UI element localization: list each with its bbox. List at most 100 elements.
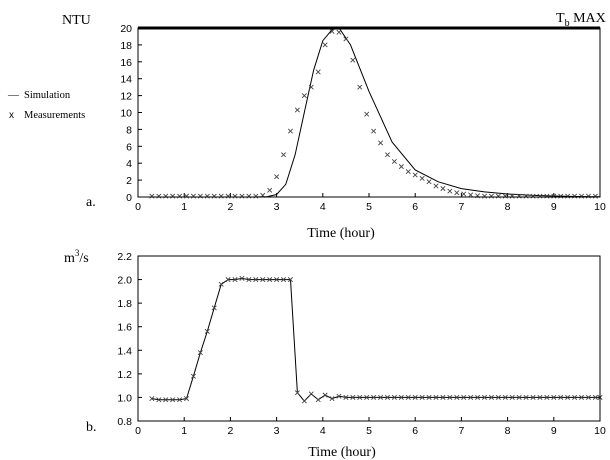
legend-simulation-symbol: — [7, 89, 20, 101]
panel-b-y-tick-label: 1.8 [117, 298, 132, 310]
panel-a-data-point [170, 193, 176, 199]
panel-b-data-point [225, 277, 231, 283]
panel-a-data-point [537, 193, 543, 199]
panel-a-data-point [378, 140, 384, 146]
panel-b-x-tick-label: 8 [505, 425, 511, 437]
panel-b-data-point [461, 394, 467, 400]
panel-b-x-tick-label: 10 [594, 425, 606, 437]
legend: — Simulation x Measurements [7, 89, 85, 121]
panel-a-x-tick-label: 0 [135, 201, 141, 213]
panel-b-data-point [239, 275, 245, 281]
panel-b-data-point [592, 394, 598, 400]
panel-b-data-point [315, 397, 321, 403]
panel-a-x-tick-label: 8 [505, 201, 511, 213]
panel-b-data-point [447, 394, 453, 400]
panel-a-data-point [516, 193, 522, 199]
panel-a-data-point [197, 193, 203, 199]
panel-b-data-point [308, 391, 314, 397]
panel-b-y-tick-label: 1.6 [117, 322, 132, 334]
panel-a-data-point [183, 193, 190, 199]
panel-b-x-tick-label: 4 [320, 425, 326, 437]
panel-b-y-tick-label: 0.8 [117, 416, 132, 428]
panel-b-data-point [177, 397, 183, 403]
panel-a-data-point [253, 193, 259, 199]
panel-b-label: b. [86, 420, 97, 435]
panel-a-y-tick-label: 2 [126, 175, 132, 187]
panel-a-data-point [523, 193, 529, 199]
unit-base: m [64, 251, 75, 266]
panel-a-data-point [398, 164, 404, 170]
panel-b-data-point [197, 350, 203, 356]
panel-a-data-point [426, 179, 432, 185]
panel-b-data-point [329, 396, 335, 402]
panel-a-label: a. [86, 195, 96, 210]
panel-a-data-point [156, 193, 162, 199]
panel-a-y-tick-label: 8 [126, 124, 132, 136]
unit-superscript: 3 [75, 248, 80, 258]
annotation-main: T [556, 11, 565, 26]
panel-a-data-point [488, 193, 494, 199]
panel-a-series [138, 26, 601, 199]
panel-b-x-tick-label: 3 [274, 425, 280, 437]
panel-b-x-tick-label: 6 [412, 425, 418, 437]
panel-b-data-point [378, 394, 384, 400]
panel-a-x-tick-label: 4 [320, 201, 326, 213]
panel-a-data-point [572, 193, 578, 199]
panel-b-series [149, 275, 603, 404]
panel-b-data-point [260, 277, 266, 283]
panel-a-data-point [433, 183, 439, 189]
panel-a-data-point [544, 193, 550, 199]
panel-a-data-point [454, 190, 460, 196]
panel-a-data-point [405, 169, 411, 175]
panel-b-x-tick-label: 0 [135, 425, 141, 437]
panel-b-data-point [544, 394, 550, 400]
panel-a-data-point [391, 158, 397, 165]
panel-b-x-tick-label: 5 [366, 425, 372, 437]
panel-a-data-point [177, 193, 183, 199]
panel-a-data-point [502, 193, 508, 199]
panel-a-data-point [246, 193, 252, 199]
panel-b-data-point [301, 398, 307, 404]
panel-b-series-line [151, 277, 600, 402]
panel-a-data-point [149, 193, 155, 199]
panel-a-data-point [343, 36, 349, 42]
panel-b-data-point [163, 397, 169, 403]
panel-b-y-tick-label: 2.2 [117, 251, 132, 263]
panel-b-y-tick-label: 1.4 [117, 345, 132, 357]
panel-b-data-point [371, 394, 377, 400]
panel-a-data-point [211, 193, 217, 199]
panel-a-data-point [301, 93, 307, 99]
panel-a-data-point [364, 111, 370, 117]
panel-a-data-point [412, 172, 418, 178]
panel-b-data-point [218, 281, 224, 287]
panel-b-data-point [537, 394, 543, 400]
panel-a-data-point [384, 152, 390, 158]
panel-b-data-point [495, 394, 501, 400]
panel-a-data-point [440, 186, 446, 192]
panel-a-data-point [592, 193, 598, 199]
panel-b-y-tick-label: 1.2 [117, 369, 132, 381]
panel-a-x-tick-label: 6 [412, 201, 418, 213]
panel-b-data-point [558, 394, 564, 400]
panel-a-data-point [239, 193, 245, 199]
panel-b-data-point [267, 277, 273, 283]
panel-a-x-axis-label: Time (hour) [307, 226, 375, 241]
panel-a-data-point [163, 193, 169, 199]
panel-a-x-tick-label: 2 [227, 201, 233, 213]
panel-b-data-point [585, 394, 591, 400]
panel-a-data-point [281, 152, 287, 158]
panel-a-data-point [218, 193, 224, 199]
legend-measurement-symbol: x [9, 110, 14, 121]
panel-b-data-point [253, 277, 259, 283]
panel-b-data-point [419, 394, 425, 400]
panel-b-data-point [440, 394, 446, 400]
panel-b-data-point [204, 328, 210, 334]
panel-a-data-point [287, 128, 293, 134]
panel-a-data-point [357, 84, 363, 90]
panel-b-data-point [211, 305, 217, 311]
panel-a-y-axis-label: NTU [62, 13, 91, 28]
panel-a-data-point [481, 193, 488, 199]
panel-b-plot-frame [137, 255, 601, 422]
panel-b-data-point [357, 394, 363, 400]
